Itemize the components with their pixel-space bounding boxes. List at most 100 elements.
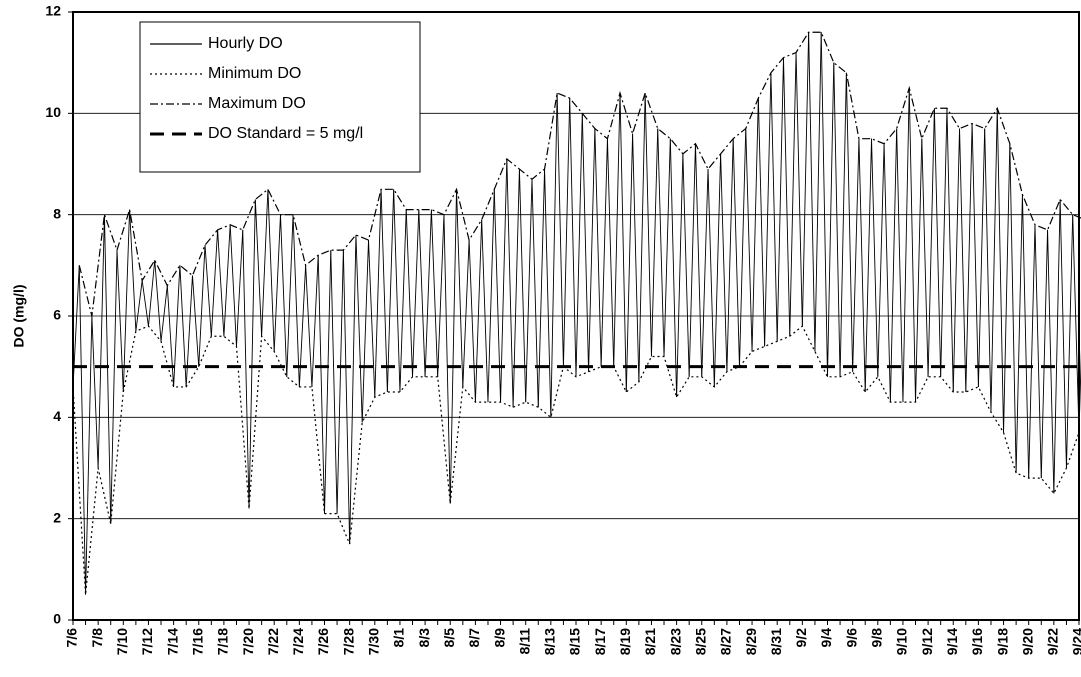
hourly-segment [443,214,451,504]
hourly-segment [676,153,684,398]
hourly-segment [871,138,879,377]
hourly-segment [940,108,948,377]
hourly-segment [990,108,998,413]
x-tick-label: 8/3 [416,628,432,648]
x-tick-label: 7/10 [114,628,130,655]
hourly-segment [525,179,533,403]
hourly-segment [173,265,181,387]
hourly-segment [317,255,325,514]
hourly-segment [424,209,432,377]
hourly-segment [915,138,923,403]
hourly-segment [751,98,759,352]
hourly-segment [581,113,590,372]
hourly-segment [311,255,319,387]
hourly-segment [1078,349,1081,433]
hourly-segment [720,153,728,372]
hourly-segment [298,265,307,387]
hourly-segment [166,285,175,387]
hourly-segment [198,245,206,367]
hourly-segment [556,93,564,367]
x-tick-label: 8/19 [617,628,633,655]
hourly-segment [91,315,99,469]
hourly-segment [78,265,87,595]
hourly-segment [1021,194,1030,479]
hourly-segment [845,72,854,372]
hourly-segment [405,209,413,377]
hourly-segment [122,209,131,393]
x-tick-label: 8/25 [692,628,708,655]
hourly-segment [273,214,281,352]
x-tick-label: 9/2 [793,628,809,648]
x-tick-label: 7/30 [366,628,382,655]
hourly-segment [103,214,112,524]
hourly-segment [324,250,332,514]
hourly-segment [657,128,665,357]
hourly-segment [600,138,608,367]
x-tick-label: 8/15 [567,628,583,655]
hourly-segment [1028,224,1036,479]
x-tick-label: 7/24 [290,628,306,655]
x-tick-label: 8/13 [542,628,558,655]
hourly-segment [933,108,942,377]
hourly-segment [606,138,615,367]
x-tick-label: 9/6 [843,628,859,648]
hourly-segment [342,250,351,545]
x-tick-label: 7/8 [89,628,105,648]
hourly-segment [192,275,200,367]
hourly-segment [154,260,162,342]
hourly-segment [1009,143,1017,474]
hourly-segment [632,133,640,382]
hourly-segment [449,189,457,504]
hourly-segment [1059,199,1067,469]
hourly-segment [236,229,244,347]
hourly-segment [682,153,690,377]
hourly-segment [210,229,219,337]
x-tick-label: 9/8 [869,628,885,648]
hourly-segment [644,93,652,357]
x-tick-label: 8/21 [642,628,658,655]
hourly-segment [355,234,363,423]
x-tick-label: 8/29 [743,628,759,655]
hourly-segment [764,72,772,347]
hourly-segment [531,179,539,408]
hourly-segment [575,113,583,377]
hourly-segment [613,93,621,367]
hourly-segment [977,128,986,387]
hourly-segment [638,93,646,382]
legend-label: Hourly DO [208,35,283,52]
hourly-segment [827,62,835,377]
hourly-segment [412,209,420,377]
hourly-segment [1015,194,1023,474]
hourly-segment [280,214,288,377]
hourly-segment [732,138,740,367]
hourly-segment [833,62,841,377]
hourly-segment [336,250,344,514]
x-tick-label: 8/31 [768,628,784,655]
hourly-segment [254,199,263,337]
hourly-segment [889,128,898,403]
x-tick-label: 8/5 [441,628,457,648]
hourly-segment [368,239,376,398]
hourly-segment [481,219,489,403]
hourly-segment [110,250,118,524]
hourly-segment [757,98,766,347]
hourly-segment [518,169,527,403]
hourly-segment [688,143,696,377]
legend-box [139,21,421,173]
hourly-segment [588,128,596,372]
hourly-segment [663,138,671,357]
hourly-segment [651,128,659,357]
hourly-segment [537,169,546,408]
hourly-segment [493,189,501,403]
x-tick-label: 7/20 [240,628,256,655]
hourly-segment [349,234,357,545]
hourly-segment [770,72,778,342]
hourly-segment [783,57,791,337]
hourly-segment [996,108,1004,433]
hourly-segment [148,260,156,327]
y-tick-label: 2 [53,509,61,525]
hourly-segment [544,169,552,418]
legend-label: DO Standard = 5 mg/l [208,125,363,142]
hourly-segment [292,214,300,387]
y-tick-label: 12 [45,3,61,19]
